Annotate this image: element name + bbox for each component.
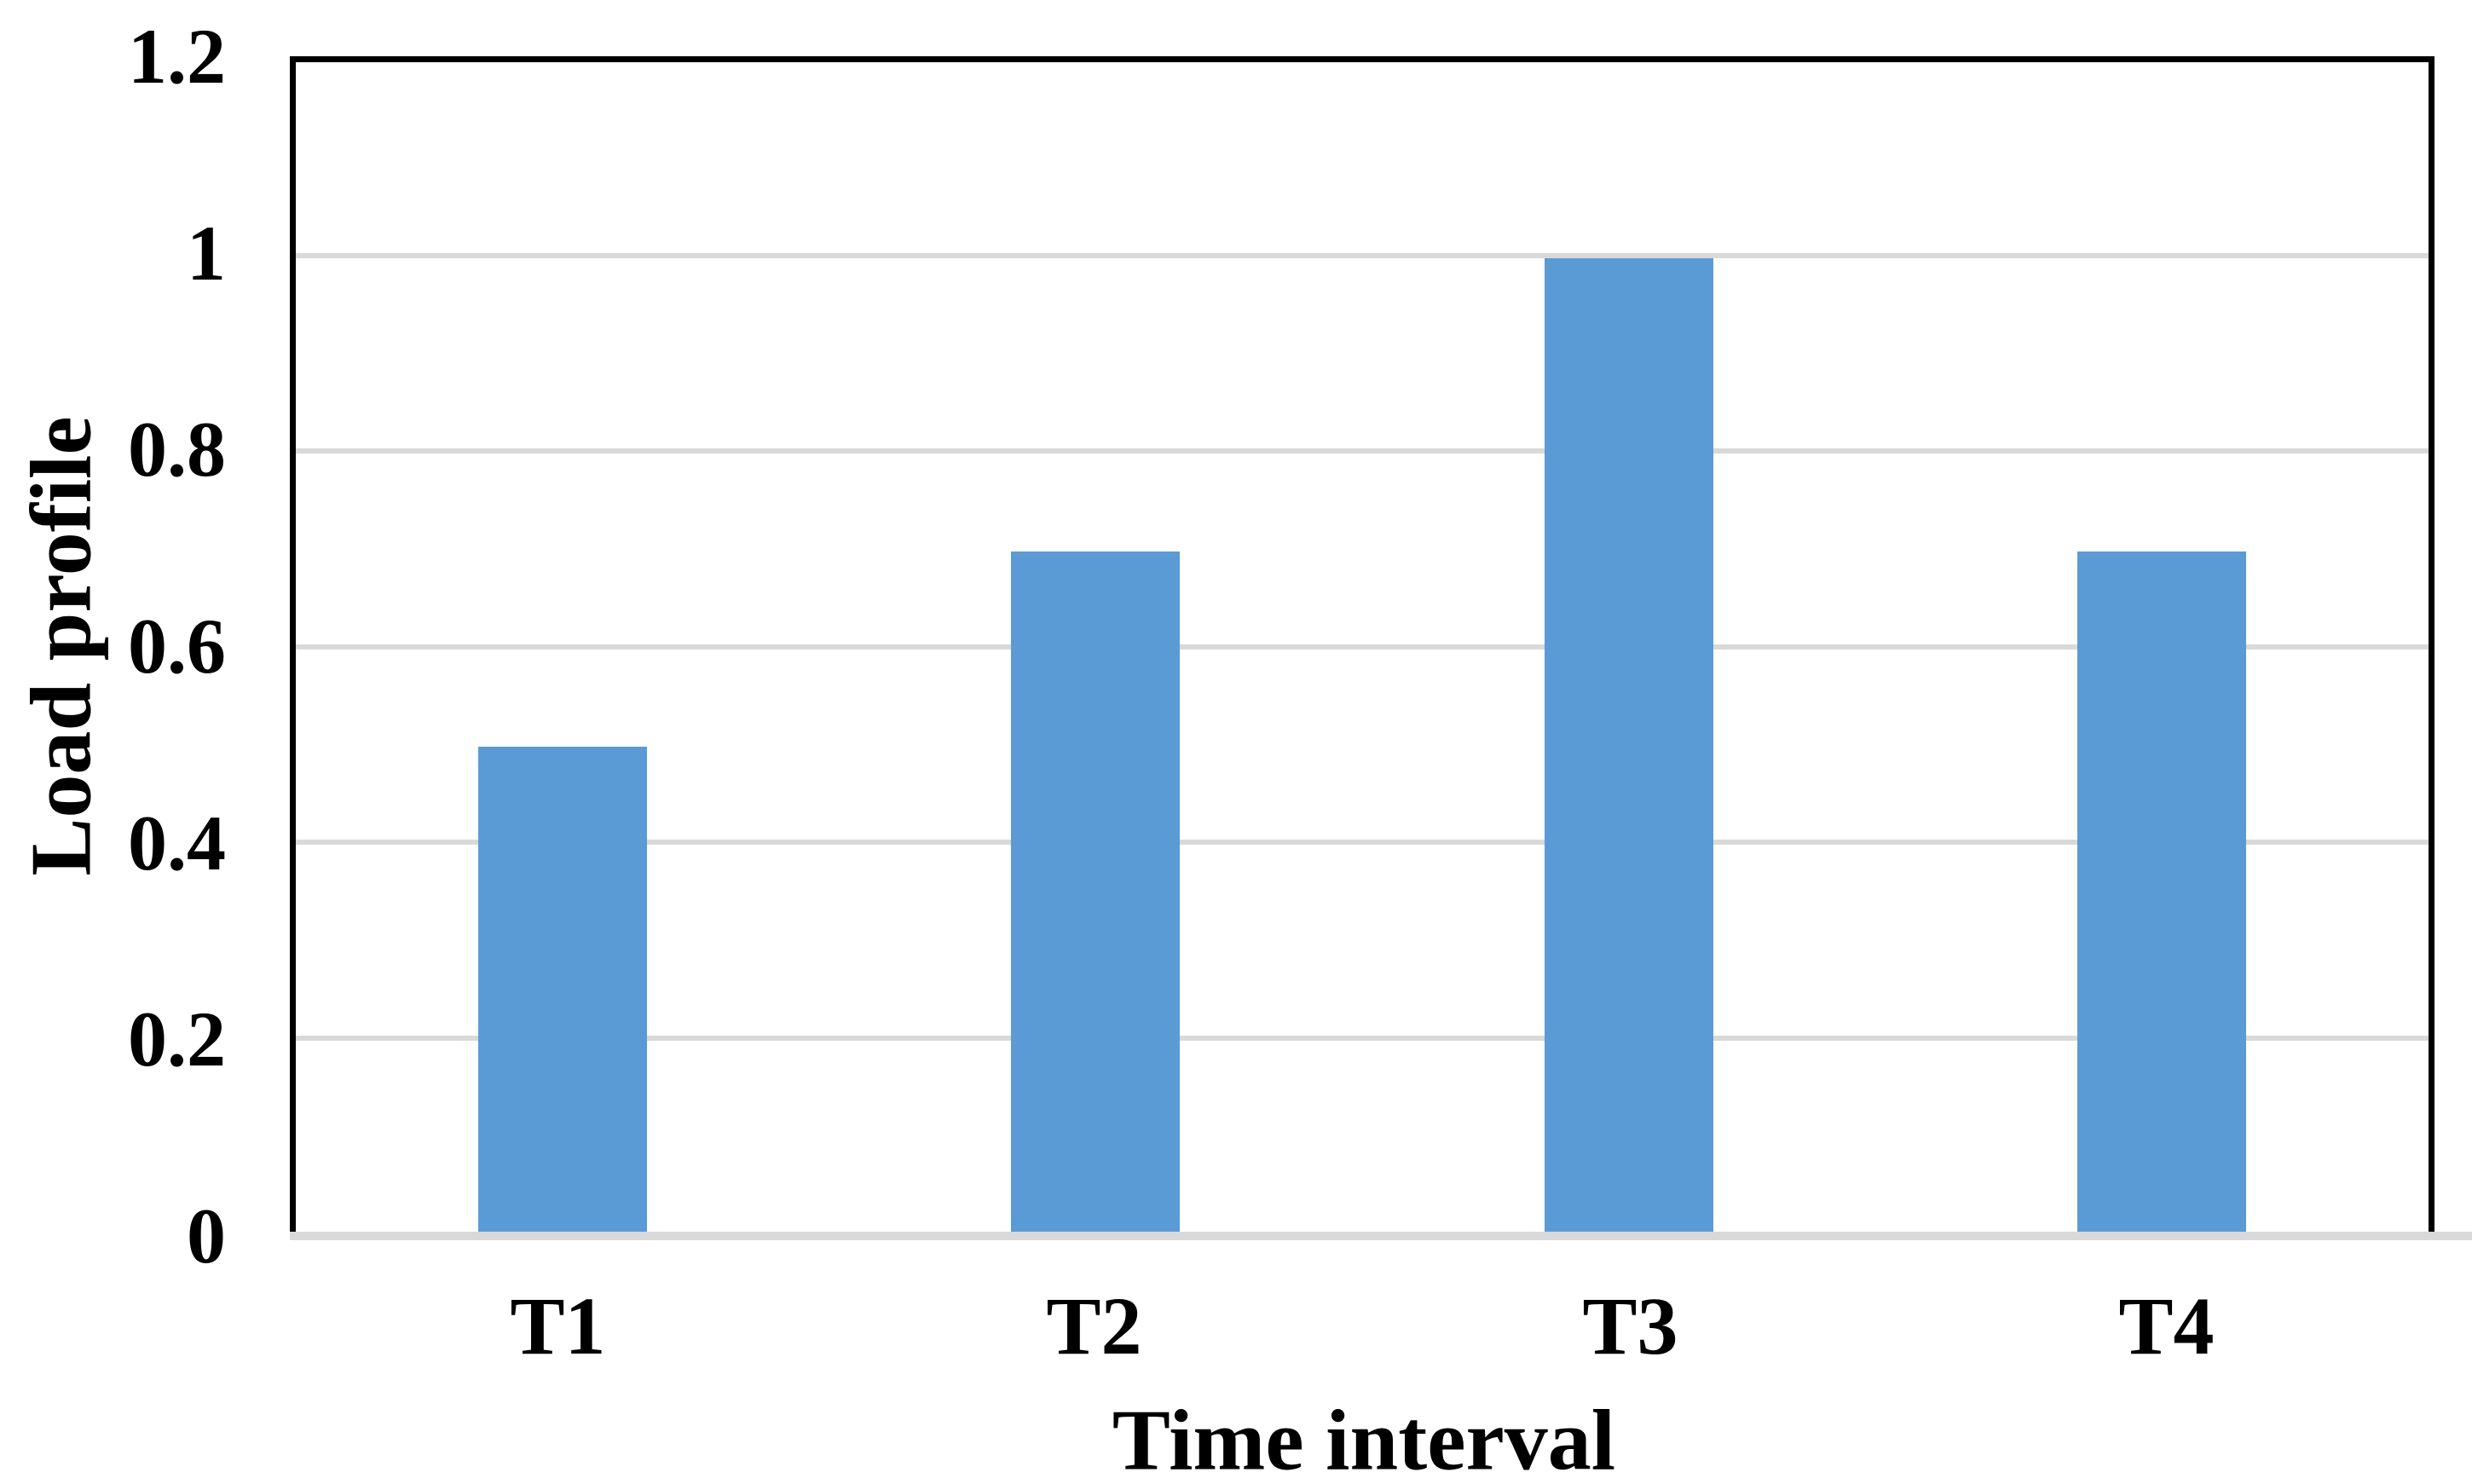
gridline-y-0.6 [296, 644, 2429, 650]
plot-area [290, 56, 2434, 1236]
y-tick-label-0.2: 0.2 [128, 996, 226, 1083]
x-tick-label-T4: T4 [2118, 1280, 2215, 1371]
y-axis-tick-labels: 0 0.2 0.4 0.6 0.8 1 1.2 [0, 17, 243, 1275]
gridline-y-1 [296, 252, 2429, 258]
bar-series [296, 62, 2429, 1236]
x-tick-label-T1: T1 [510, 1280, 606, 1371]
x-axis-line [290, 1232, 2472, 1240]
x-axis-title: Time interval [1112, 1392, 1616, 1484]
bar-T4 [2077, 551, 2247, 1236]
y-tick-label-0.6: 0.6 [128, 603, 226, 690]
y-tick-label-0.8: 0.8 [128, 406, 226, 494]
gridline-y-0.4 [296, 840, 2429, 845]
bar-T3 [1544, 257, 1713, 1236]
y-tick-label-1: 1 [187, 209, 226, 297]
y-tick-label-0: 0 [187, 1192, 226, 1279]
y-tick-label-0.4: 0.4 [128, 799, 226, 886]
gridline-y-0.2 [296, 1035, 2429, 1041]
y-tick-label-1.2: 1.2 [128, 13, 226, 100]
x-axis-tick-labels: T1 T2 T3 T4 [290, 1285, 2434, 1388]
bar-T1 [477, 747, 647, 1236]
x-tick-label-T2: T2 [1046, 1280, 1142, 1371]
x-tick-label-T3: T3 [1582, 1280, 1678, 1371]
gridlines [296, 62, 2429, 1236]
bar-T2 [1011, 551, 1181, 1236]
gridline-y-0.8 [296, 448, 2429, 453]
